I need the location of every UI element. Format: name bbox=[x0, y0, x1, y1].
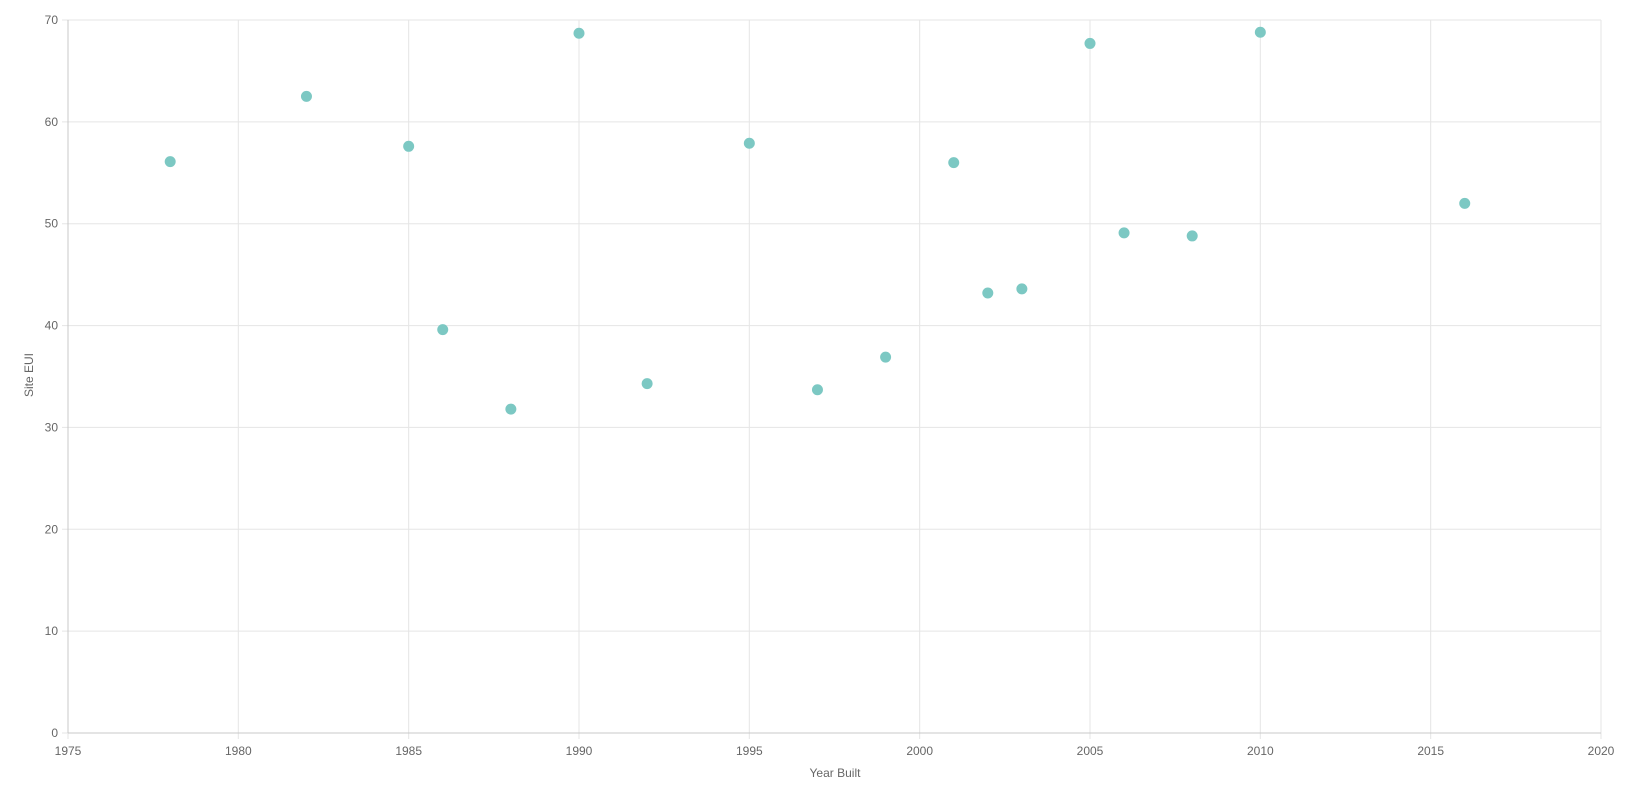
grid-layer bbox=[62, 19, 1602, 739]
y-axis-title: Site EUI bbox=[22, 353, 36, 397]
y-tick-label: 50 bbox=[45, 217, 59, 231]
data-point bbox=[573, 27, 585, 39]
x-tick-label: 1990 bbox=[566, 744, 593, 758]
y-tick-label: 30 bbox=[45, 420, 59, 434]
data-point bbox=[948, 157, 960, 169]
x-tick-label: 1975 bbox=[55, 744, 82, 758]
data-point bbox=[1186, 230, 1198, 242]
data-point bbox=[164, 156, 176, 168]
y-tick-label: 0 bbox=[51, 726, 58, 740]
data-point bbox=[811, 384, 823, 396]
y-tick-label: 40 bbox=[45, 319, 59, 333]
data-point bbox=[982, 287, 994, 299]
y-tick-label: 10 bbox=[45, 624, 59, 638]
data-point bbox=[1254, 26, 1266, 38]
data-point bbox=[880, 351, 892, 363]
data-point bbox=[1118, 227, 1130, 239]
data-point bbox=[403, 140, 415, 152]
data-point bbox=[300, 90, 312, 102]
y-tick-label: 60 bbox=[45, 115, 59, 129]
data-point bbox=[641, 378, 653, 390]
data-point bbox=[1084, 37, 1096, 49]
axis-layer bbox=[67, 20, 1601, 734]
x-axis-title: Year Built bbox=[810, 766, 862, 780]
data-point bbox=[437, 324, 449, 336]
data-point bbox=[1016, 283, 1028, 295]
x-tick-label: 1985 bbox=[395, 744, 422, 758]
tick-label-layer: 1975 1980 1985 1990 1995 2000 2005 2010 2015 2020… bbox=[45, 13, 1615, 758]
y-tick-label: 70 bbox=[45, 13, 59, 27]
x-tick-label: 1995 bbox=[736, 744, 763, 758]
x-tick-label: 2005 bbox=[1077, 744, 1104, 758]
data-point bbox=[505, 403, 517, 415]
data-point bbox=[743, 137, 755, 149]
data-point-layer bbox=[164, 26, 1471, 415]
x-tick-label: 2020 bbox=[1588, 744, 1615, 758]
y-tick-label: 20 bbox=[45, 522, 59, 536]
data-point bbox=[1459, 197, 1471, 209]
x-tick-label: 1980 bbox=[225, 744, 252, 758]
x-tick-label: 2010 bbox=[1247, 744, 1274, 758]
x-tick-label: 2015 bbox=[1417, 744, 1444, 758]
x-tick-label: 2000 bbox=[906, 744, 933, 758]
